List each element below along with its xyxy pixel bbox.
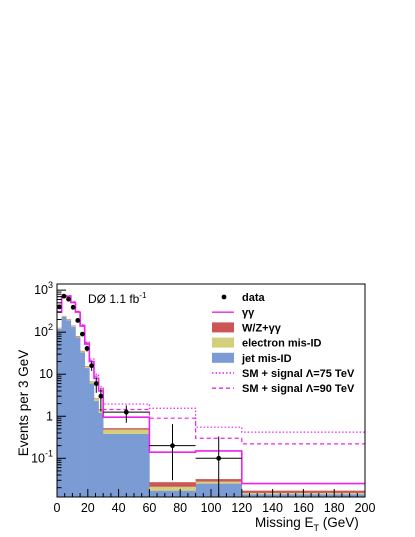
legend-label: SM + signal Λ=90 TeV: [242, 383, 355, 395]
x-tick-label: 20: [81, 501, 95, 515]
data-point: [89, 363, 95, 369]
stack-bin: [89, 383, 95, 497]
stack-bin: [75, 337, 81, 497]
stack-bin: [149, 482, 196, 487]
legend-item: SM + signal Λ=75 TeV: [212, 368, 355, 380]
stack-bin: [93, 398, 99, 400]
legend-item: jet mis-ID: [212, 352, 292, 365]
y-tick-exp: 3: [48, 280, 53, 290]
data-point: [216, 455, 222, 461]
stack-bin: [80, 352, 86, 497]
stack-bin: [80, 351, 86, 353]
x-tick-label: 160: [293, 501, 314, 515]
stack-bin: [84, 368, 90, 497]
legend-item: W/Z+γγ: [212, 322, 282, 334]
luminosity-annotation: DØ 1.1 fb-1: [88, 291, 147, 306]
y-tick-base: 10: [34, 325, 48, 339]
stack-bin: [75, 336, 81, 338]
legend-item: electron mis-ID: [212, 337, 322, 350]
x-axis-label: Missing ET (GeV): [255, 515, 359, 533]
legend-item: SM + signal Λ=90 TeV: [212, 383, 355, 395]
stack-bin: [66, 319, 72, 321]
x-tick-label: 40: [112, 501, 126, 515]
data-point: [70, 304, 76, 310]
stack-bin: [80, 350, 86, 352]
stack-bin: [98, 412, 104, 497]
stack-bin: [93, 401, 99, 497]
stack-bin: [98, 410, 104, 413]
x-axis-label-sub: T: [314, 523, 320, 533]
line-dashed: [57, 295, 365, 445]
legend-label: W/Z+γγ: [242, 322, 282, 334]
luminosity-annotation-text: DØ 1.1 fb: [88, 292, 140, 306]
x-tick-label: 60: [142, 501, 156, 515]
data-point: [80, 331, 85, 337]
legend-label: SM + signal Λ=75 TeV: [242, 368, 355, 380]
stack-bin: [70, 326, 76, 497]
legend-label: data: [242, 292, 266, 304]
y-tick-base: 10: [39, 367, 53, 381]
stack-bin: [103, 429, 150, 434]
x-axis-label-unit: (GeV): [319, 515, 359, 530]
stack-bin: [84, 366, 90, 369]
stack-bin: [66, 320, 72, 497]
y-tick-base: 10: [34, 283, 48, 297]
x-axis-label-main: Missing E: [255, 515, 314, 530]
legend-label: jet mis-ID: [241, 353, 292, 365]
y-tick-label: 102: [34, 322, 53, 339]
stack-bin: [57, 328, 62, 329]
y-tick-base: 1: [46, 409, 53, 423]
stack-bin: [61, 316, 67, 317]
y-tick-label: 1: [46, 409, 53, 423]
stack-bin: [103, 428, 150, 430]
legend-item: data: [221, 292, 266, 304]
legend-label: electron mis-ID: [242, 338, 322, 350]
data-point: [123, 409, 129, 415]
plot-area: [57, 293, 365, 497]
y-tick-label: 10: [39, 367, 53, 381]
data-point: [170, 443, 175, 449]
x-tick-label: 120: [231, 501, 252, 515]
x-tick-label: 180: [324, 501, 345, 515]
y-tick-label: 103: [34, 280, 53, 297]
stack-bin: [70, 325, 76, 327]
data-point: [75, 318, 81, 323]
stack-bin: [103, 433, 150, 497]
x-tick-label: 200: [355, 501, 376, 515]
x-tick-label: 80: [173, 501, 187, 515]
data-point: [98, 393, 104, 399]
stack-bin: [89, 381, 95, 383]
legend-label: γγ: [242, 307, 255, 319]
y-tick-exp: -1: [45, 448, 53, 458]
data-point: [84, 346, 90, 351]
x-tick-label: 100: [201, 501, 222, 515]
legend-marker: [221, 294, 227, 300]
legend-swatch: [212, 352, 234, 363]
stack-bin: [84, 366, 90, 367]
x-tick-label: 0: [54, 501, 61, 515]
stack-bin: [149, 486, 196, 491]
stack-bin: [57, 328, 62, 497]
stack-bin: [61, 316, 67, 497]
legend-swatch: [212, 322, 234, 333]
y-tick-label: 10-1: [31, 448, 53, 465]
y-tick-exp: 2: [48, 322, 53, 332]
y-tick-base: 10: [31, 451, 45, 465]
data-series: [57, 293, 242, 497]
legend-item: γγ: [212, 307, 255, 319]
data-point: [61, 293, 67, 299]
chart-legend: data γγ W/Z+γγ electron mis-ID jet mis-ID SM …: [212, 292, 355, 395]
stack-bin: [89, 382, 95, 384]
luminosity-annotation-sup: -1: [139, 291, 147, 300]
y-axis-label: Events per 3 GeV: [16, 350, 31, 457]
legend-swatch: [212, 337, 234, 348]
data-point: [93, 381, 99, 386]
stack-bin: [93, 399, 99, 402]
x-tick-label: 140: [262, 501, 283, 515]
data-point: [66, 296, 71, 302]
